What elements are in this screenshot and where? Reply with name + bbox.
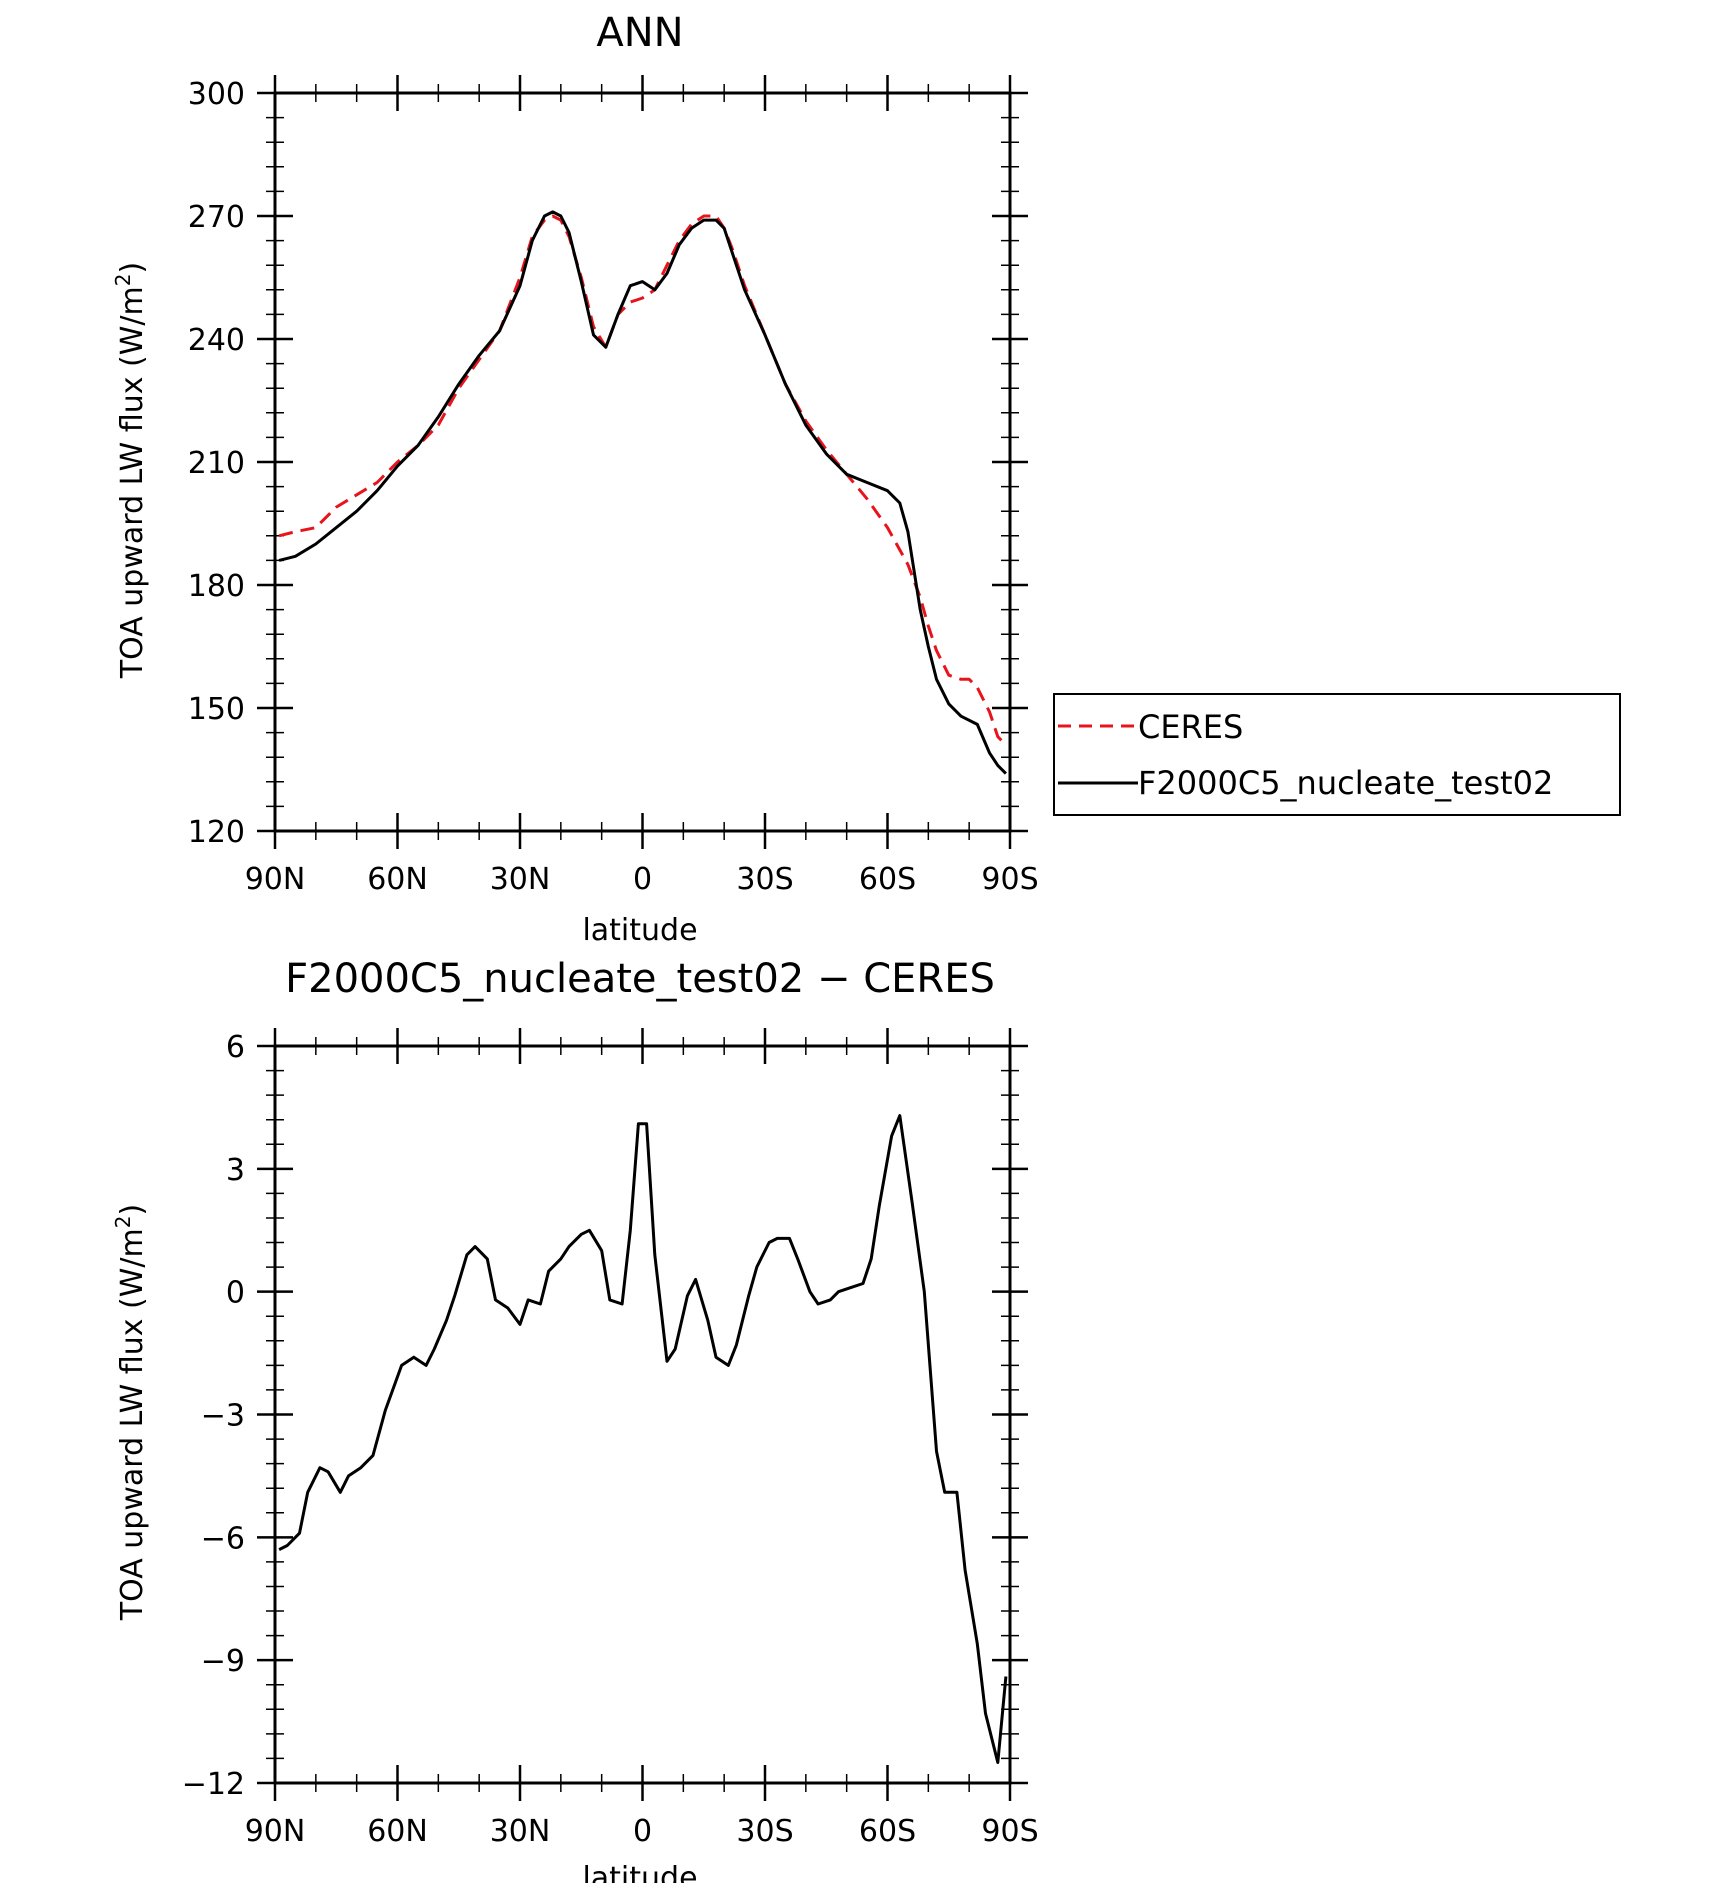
y-tick-label: −9 [201, 1644, 245, 1679]
legend: CERES F2000C5_nucleate_test02 [1053, 693, 1621, 816]
x-tick-label: 90N [245, 862, 306, 897]
y-tick-label: 300 [188, 77, 245, 112]
y-tick-label: 6 [226, 1030, 245, 1065]
x-tick-label: 60S [859, 1814, 916, 1849]
y-tick-label: 240 [188, 323, 245, 358]
y-tick-label: 180 [188, 569, 245, 604]
x-tick-label: 30N [490, 862, 551, 897]
x-tick-label: 60N [367, 862, 428, 897]
x-tick-label: 30N [490, 1814, 551, 1849]
x-tick-label: 30S [736, 1814, 793, 1849]
x-tick-label: 60N [367, 1814, 428, 1849]
y-axis-label: TOA upward LW flux (W/m2) [111, 1204, 150, 1621]
legend-label-model: F2000C5_nucleate_test02 [1138, 764, 1553, 802]
series-line-ceres [278, 214, 1007, 746]
legend-box [1053, 693, 1621, 816]
x-tick-label: 90N [245, 1814, 306, 1849]
y-tick-label: 210 [188, 446, 245, 481]
y-tick-label: 0 [226, 1276, 245, 1311]
chart-title: ANN [596, 10, 683, 56]
y-tick-label: 120 [188, 815, 245, 850]
x-axis-label: latitude [582, 913, 697, 948]
plot-lines [278, 210, 1007, 775]
x-tick-label: 90S [981, 1814, 1038, 1849]
legend-label-ceres: CERES [1138, 708, 1243, 746]
series-line-model [278, 210, 1007, 775]
y-axis-ticks: −12 −9 −6 −3 0 3 6 90N 60N 30N 0 30S 60S 90S [182, 1028, 1039, 1849]
y-tick-label: 270 [188, 200, 245, 235]
y-tick-label: −6 [201, 1521, 245, 1556]
y-tick-label: −12 [182, 1767, 245, 1802]
y-tick-label: 3 [226, 1153, 245, 1188]
x-tick-label: 0 [633, 862, 652, 897]
plot-frame [273, 91, 1012, 833]
y-tick-label: 150 [188, 692, 245, 727]
bottom-chart-panel: F2000C5_nucleate_test02 − CERES −12−9−6−… [111, 956, 1039, 1883]
x-tick-label: 90S [981, 862, 1038, 897]
chart-title: F2000C5_nucleate_test02 − CERES [285, 956, 995, 1002]
series-line-difference [278, 1114, 1008, 1764]
top-chart-panel: ANN 120 150 180 210 240 270 300 90N 60N 30N 0 30S 60… [111, 10, 1039, 948]
x-tick-label: 30S [736, 862, 793, 897]
x-tick-label: 0 [633, 1814, 652, 1849]
x-axis-label: latitude [582, 1861, 697, 1883]
y-axis-ticks: 120 150 180 210 240 270 300 90N 60N 30N 0 30S 60S 90S [188, 75, 1039, 897]
x-tick-label: 60S [859, 862, 916, 897]
y-tick-label: −3 [201, 1399, 245, 1434]
plot-lines [278, 1114, 1008, 1764]
y-axis-label: TOA upward LW flux (W/m2) [111, 262, 150, 679]
